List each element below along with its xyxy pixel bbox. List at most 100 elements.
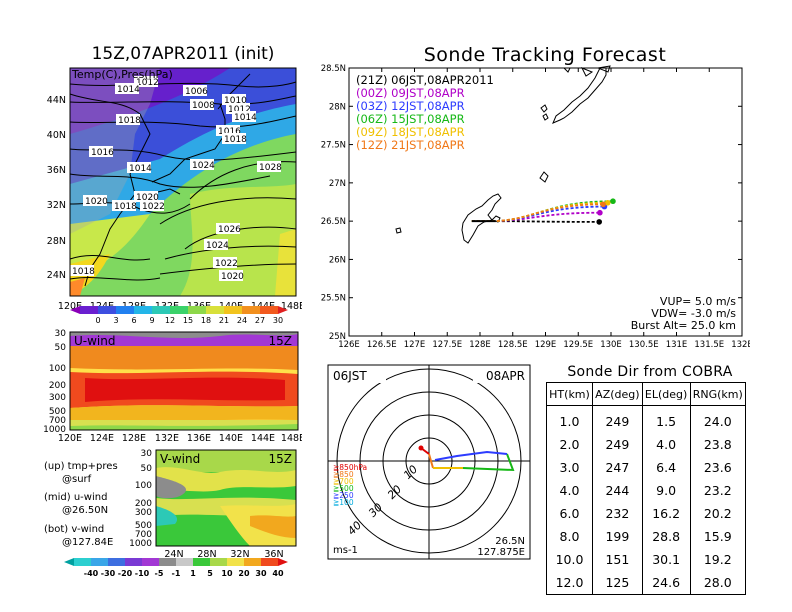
u-wind-p-ticks: 30 50 100 200 300 500 700 1000 bbox=[43, 329, 66, 435]
track-legend-item: (21Z) 06JST,08APR2011 bbox=[356, 73, 494, 87]
isobar-label-1014b: 1014 bbox=[232, 111, 257, 123]
svg-text:1020: 1020 bbox=[85, 197, 108, 207]
svg-text:1012: 1012 bbox=[228, 105, 251, 115]
track-params: VUP= 5.0 m/s VDW= -3.0 m/s Burst Alt= 25… bbox=[631, 295, 737, 332]
legend-note-mid: (mid) u-wind @26.50N bbox=[44, 492, 109, 516]
map-title: 15Z,07APR2011 (init) bbox=[91, 44, 275, 64]
table-row: 12.0 125 24.6 28.0 bbox=[546, 571, 746, 595]
table-row: 3.0 247 6.4 23.6 bbox=[546, 456, 746, 479]
track-legend-item: (06Z) 15JST,08APR bbox=[356, 112, 465, 126]
svg-text:1016: 1016 bbox=[91, 148, 114, 158]
p-tick: 50 bbox=[55, 343, 67, 353]
svg-text:1022: 1022 bbox=[215, 259, 238, 269]
isobar-label-1014c: 1014 bbox=[127, 162, 152, 174]
lat-tick: 36N bbox=[264, 549, 283, 560]
lat-tick: 24N bbox=[164, 549, 183, 560]
track-series-line bbox=[471, 200, 613, 223]
u-wind-panel: U-wind 15Z 30 50 100 200 300 500 700 100… bbox=[43, 329, 302, 444]
col-header-az: AZ(deg) bbox=[592, 382, 643, 406]
col-header-el: EL(deg) bbox=[641, 382, 691, 406]
u-wind-title: U-wind bbox=[74, 334, 115, 348]
lat-tick: 32N bbox=[47, 200, 66, 211]
wind-colorbar-tick: -5 bbox=[155, 569, 164, 578]
wind-colorbar-tick: -40 bbox=[84, 569, 99, 578]
svg-text:1024: 1024 bbox=[192, 161, 215, 171]
polar-time: 06JST bbox=[333, 369, 367, 383]
x-tick-label: 127E bbox=[404, 340, 426, 350]
v-wind-lat-ticks: 24N 28N 32N 36N bbox=[164, 549, 283, 560]
wind-colorbar-tick: 40 bbox=[272, 569, 284, 578]
track-title: Sonde Tracking Forecast bbox=[423, 44, 667, 66]
land-shading bbox=[70, 68, 160, 234]
lat-tick: 24N bbox=[47, 270, 66, 281]
x-tick-label: 130E bbox=[600, 340, 622, 350]
p-tick: 500 bbox=[49, 407, 66, 417]
wind-colorbar-swatches bbox=[64, 558, 288, 566]
lon-tick: 136E bbox=[187, 433, 211, 444]
wind-colorbar-tick: 20 bbox=[238, 569, 250, 578]
svg-text:1014: 1014 bbox=[117, 85, 140, 95]
isobar-label-1020c: 1020 bbox=[219, 270, 244, 282]
isobar-label-1028: 1028 bbox=[257, 161, 282, 173]
track-end-point bbox=[597, 209, 603, 216]
lat-tick: 36N bbox=[47, 165, 66, 176]
lat-tick: 44N bbox=[47, 95, 66, 106]
map-frame bbox=[69, 67, 297, 297]
table-row: 8.0 199 28.8 15.9 bbox=[546, 525, 746, 548]
svg-text:1022: 1022 bbox=[142, 202, 165, 212]
polar-time-bg bbox=[330, 367, 386, 383]
colorbar-tick: 21 bbox=[219, 316, 229, 325]
table-header-row: HT(km) AZ(deg) EL(deg) RNG(km) bbox=[546, 382, 746, 406]
p-tick: 50 bbox=[141, 464, 153, 474]
x-tick-label: 130.5E bbox=[629, 340, 659, 350]
colorbar-tick: 0 bbox=[95, 316, 100, 325]
temperature-pressure-map: 1012 1014 1006 1008 1010 1012 1014 1018 … bbox=[47, 67, 302, 312]
polar-hodograph bbox=[418, 445, 515, 472]
p-tick: 500 bbox=[135, 521, 152, 531]
pressure-label: ≧100 bbox=[333, 498, 354, 507]
lon-tick: 144E bbox=[251, 433, 275, 444]
isobar-label-1020a: 1020 bbox=[83, 195, 108, 207]
isobar-label-1010: 1010 bbox=[222, 94, 247, 106]
polar-pressure-legend: ≧850hPa ≧850 ≧700 ≧500 ≧250 ≧100 bbox=[333, 463, 367, 507]
polar-loc-lon: 127.875E bbox=[477, 547, 525, 558]
table-row: 10.0 151 30.1 19.2 bbox=[546, 548, 746, 571]
v-wind-title: V-wind bbox=[160, 452, 200, 466]
lat-tick: 28N bbox=[197, 549, 216, 560]
lon-tick: 120E bbox=[58, 301, 82, 312]
y-tick-label: 28.5N bbox=[321, 64, 346, 74]
pressure-label: ≧850hPa bbox=[333, 463, 367, 472]
p-tick: 30 bbox=[55, 329, 67, 339]
track-plot-frame bbox=[348, 67, 743, 337]
isobar-label-1020b: 1020 bbox=[134, 191, 159, 203]
track-end-point bbox=[600, 201, 606, 208]
colorbar-tick: 12 bbox=[165, 316, 175, 325]
sonde-dir-table: HT(km) AZ(deg) EL(deg) RNG(km) 1.0 249 1.5… bbox=[546, 382, 746, 595]
param-burst-alt: Burst Alt= 25.0 km bbox=[631, 319, 736, 332]
u-wind-frame bbox=[69, 331, 299, 431]
svg-text:1018: 1018 bbox=[114, 202, 137, 212]
track-end-point bbox=[596, 219, 603, 225]
svg-text:1018: 1018 bbox=[72, 267, 95, 277]
svg-text:1024: 1024 bbox=[206, 241, 229, 251]
p-tick: 200 bbox=[49, 381, 66, 391]
sonde-track-chart: (21Z) 06JST,08APR2011 (00Z) 09JST,08APR … bbox=[321, 64, 750, 350]
x-tick-label: 128E bbox=[469, 340, 491, 350]
param-vdw: VDW= -3.0 m/s bbox=[651, 307, 736, 320]
p-tick: 700 bbox=[135, 530, 152, 540]
table-row: 1.0 249 1.5 24.0 bbox=[546, 405, 746, 433]
pressure-label: ≧500 bbox=[333, 484, 354, 493]
track-x-ticks: 126E 126.5E 127E 127.5E 128E 128.5E 129E 129.5E… bbox=[338, 68, 750, 350]
svg-text:1018: 1018 bbox=[118, 116, 141, 126]
y-tick-label: 26.5N bbox=[321, 217, 346, 227]
legend-note-up: (up) tmp+pres @surf bbox=[44, 461, 118, 485]
p-tick: 300 bbox=[135, 508, 152, 518]
wind-colorbar-tick: 1 bbox=[190, 569, 196, 578]
track-legend: (21Z) 06JST,08APR2011 (00Z) 09JST,08APR … bbox=[356, 73, 494, 152]
p-tick: 200 bbox=[135, 499, 152, 509]
map-lat-ticks: 44N 40N 36N 32N 28N 24N bbox=[47, 95, 66, 281]
svg-text:1018: 1018 bbox=[224, 135, 247, 145]
track-legend-item: (00Z) 09JST,08APR bbox=[356, 86, 465, 100]
x-tick-label: 131.5E bbox=[694, 340, 724, 350]
colorbar-tick: 3 bbox=[113, 316, 118, 325]
